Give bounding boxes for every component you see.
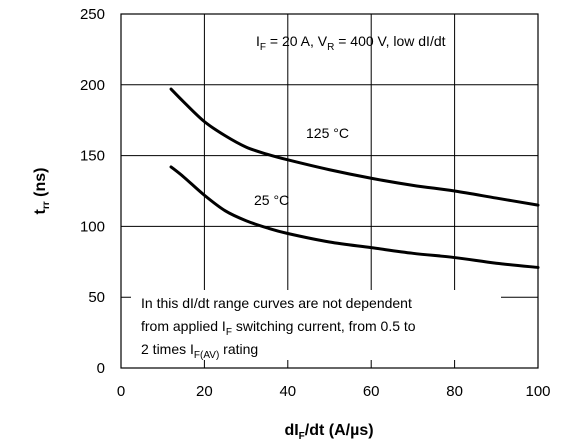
note-line-1: In this dI/dt range curves are not depen… [141,295,412,311]
conditions-annotation: IF = 20 A, VR = 400 V, low dI/dt [256,33,446,53]
plot-area [120,13,539,369]
y-tick-label: 150 [80,148,105,165]
series-label-25c: 25 °C [254,192,289,208]
note-line-3: 2 times IF(AV) rating [141,341,258,361]
x-tick-labels: 0 20 40 60 80 100 [117,383,551,400]
x-tick-label: 60 [363,383,380,400]
x-tick-label: 20 [196,383,213,400]
note-line-2: from applied IF switching current, from … [141,318,416,338]
x-tick-label: 40 [279,383,296,400]
y-tick-label: 100 [80,218,105,235]
note-box [131,290,501,360]
y-tick-label: 0 [97,360,105,377]
y-tick-label: 200 [80,77,105,94]
series-lines [169,87,540,269]
series-label-125c: 125 °C [306,125,349,141]
x-axis-label: dIF/dt (A/µs) [284,422,373,442]
y-tick-label: 250 [80,6,105,23]
y-axis-label: trr (ns) [32,168,52,215]
x-tick-label: 80 [446,383,463,400]
x-tick-label: 100 [525,383,550,400]
series-line-125c [169,87,540,207]
series-line-25c [169,165,540,269]
y-tick-label: 50 [88,289,105,306]
x-tick-label: 0 [117,383,125,400]
y-tick-labels: 0 50 100 150 200 250 [80,6,105,377]
